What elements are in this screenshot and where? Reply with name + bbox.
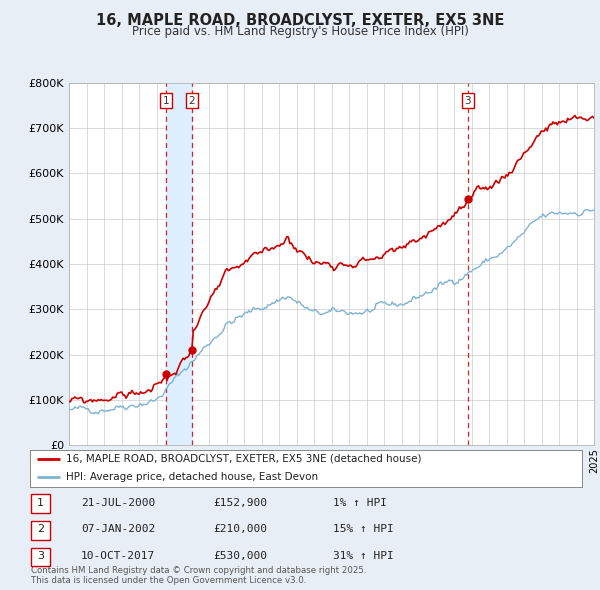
Text: 2: 2 — [188, 96, 195, 106]
Text: 2: 2 — [37, 525, 44, 534]
Text: 15% ↑ HPI: 15% ↑ HPI — [333, 525, 394, 534]
Text: 16, MAPLE ROAD, BROADCLYST, EXETER, EX5 3NE: 16, MAPLE ROAD, BROADCLYST, EXETER, EX5 … — [96, 13, 504, 28]
Text: Price paid vs. HM Land Registry's House Price Index (HPI): Price paid vs. HM Land Registry's House … — [131, 25, 469, 38]
Text: 21-JUL-2000: 21-JUL-2000 — [81, 498, 155, 507]
Text: 3: 3 — [37, 551, 44, 560]
Text: Contains HM Land Registry data © Crown copyright and database right 2025.
This d: Contains HM Land Registry data © Crown c… — [31, 566, 367, 585]
Text: 16, MAPLE ROAD, BROADCLYST, EXETER, EX5 3NE (detached house): 16, MAPLE ROAD, BROADCLYST, EXETER, EX5 … — [66, 454, 421, 464]
Text: HPI: Average price, detached house, East Devon: HPI: Average price, detached house, East… — [66, 472, 318, 482]
Text: 1: 1 — [163, 96, 169, 106]
Bar — [166, 83, 192, 445]
Text: £210,000: £210,000 — [213, 525, 267, 534]
Text: 1% ↑ HPI: 1% ↑ HPI — [333, 498, 387, 507]
Text: £530,000: £530,000 — [213, 551, 267, 560]
Text: 10-OCT-2017: 10-OCT-2017 — [81, 551, 155, 560]
Text: £152,900: £152,900 — [213, 498, 267, 507]
Text: 3: 3 — [464, 96, 471, 106]
Text: 31% ↑ HPI: 31% ↑ HPI — [333, 551, 394, 560]
Text: 07-JAN-2002: 07-JAN-2002 — [81, 525, 155, 534]
Text: 1: 1 — [37, 498, 44, 507]
